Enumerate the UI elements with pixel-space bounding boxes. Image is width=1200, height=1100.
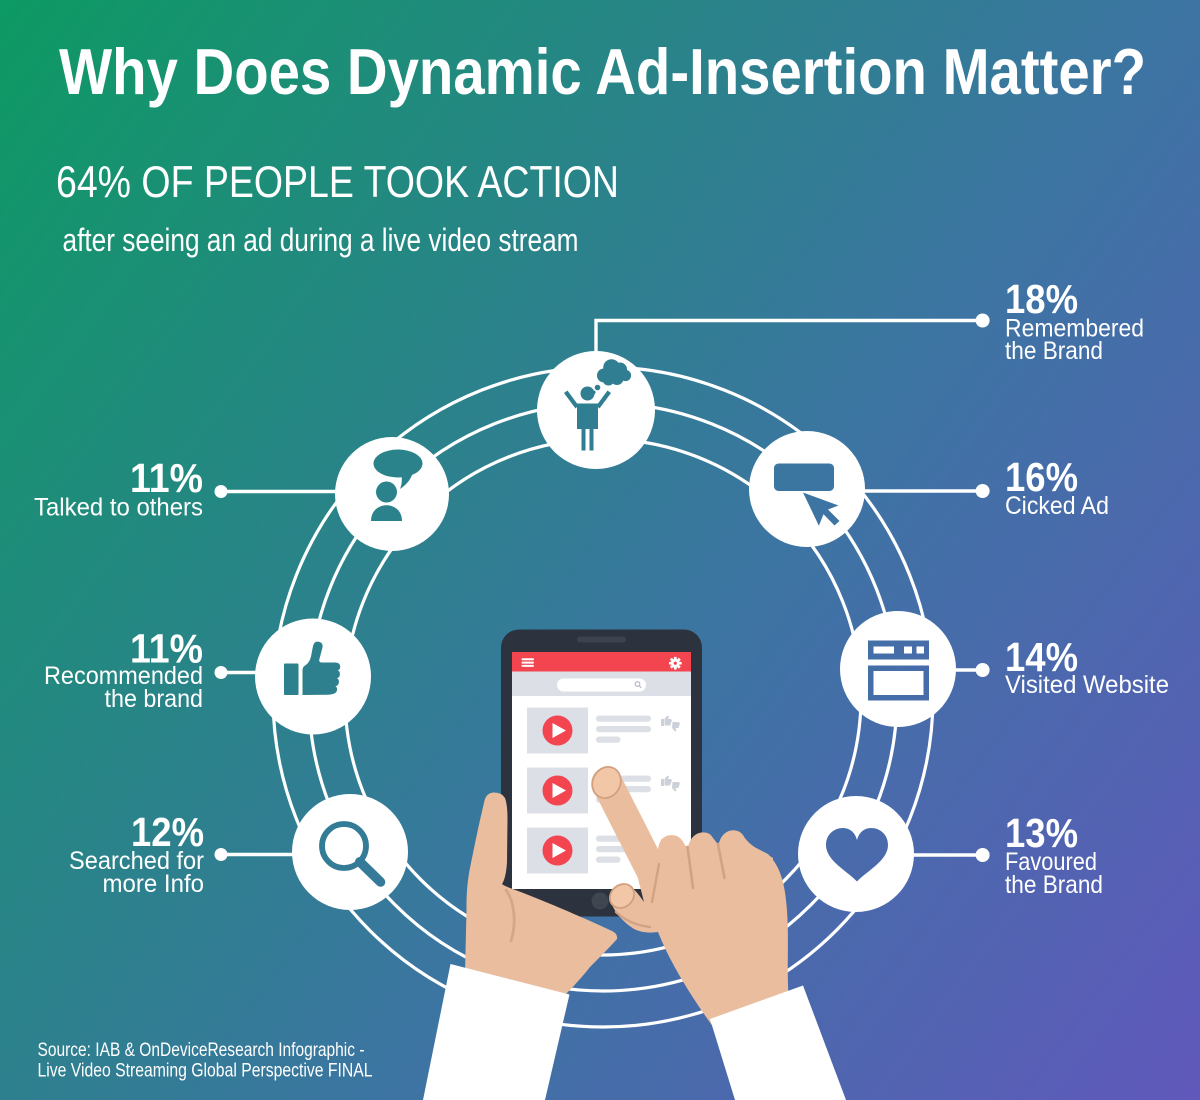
svg-text:after seeing an ad during a li: after seeing an ad during a live video s… bbox=[63, 222, 579, 258]
svg-text:13%: 13% bbox=[1005, 810, 1078, 856]
svg-text:Source: IAB & OnDeviceResearch: Source: IAB & OnDeviceResearch Infograph… bbox=[38, 1039, 365, 1061]
svg-text:Searched for: Searched for bbox=[69, 847, 204, 875]
svg-text:64% OF PEOPLE TOOK ACTION: 64% OF PEOPLE TOOK ACTION bbox=[56, 158, 619, 207]
svg-text:12%: 12% bbox=[131, 809, 204, 855]
svg-text:the brand: the brand bbox=[105, 685, 204, 713]
svg-text:16%: 16% bbox=[1005, 454, 1078, 500]
svg-text:Live Video Streaming Global Pe: Live Video Streaming Global Perspective … bbox=[38, 1060, 373, 1082]
svg-text:18%: 18% bbox=[1005, 276, 1078, 322]
svg-text:the Brand: the Brand bbox=[1005, 871, 1103, 899]
svg-text:11%: 11% bbox=[130, 455, 203, 501]
svg-text:Remembered: Remembered bbox=[1005, 315, 1144, 343]
svg-text:Cicked Ad: Cicked Ad bbox=[1005, 492, 1109, 520]
svg-text:more Info: more Info bbox=[103, 870, 205, 898]
svg-text:Why Does Dynamic Ad-Insertion: Why Does Dynamic Ad-Insertion Matter? bbox=[59, 35, 1146, 108]
svg-text:Visited Website: Visited Website bbox=[1005, 671, 1169, 699]
svg-text:Recommended: Recommended bbox=[44, 662, 203, 690]
svg-text:Favoured: Favoured bbox=[1005, 848, 1097, 876]
svg-text:the Brand: the Brand bbox=[1005, 337, 1103, 365]
svg-text:11%: 11% bbox=[130, 626, 203, 672]
svg-text:Talked to others: Talked to others bbox=[34, 494, 203, 522]
svg-text:14%: 14% bbox=[1005, 634, 1078, 680]
